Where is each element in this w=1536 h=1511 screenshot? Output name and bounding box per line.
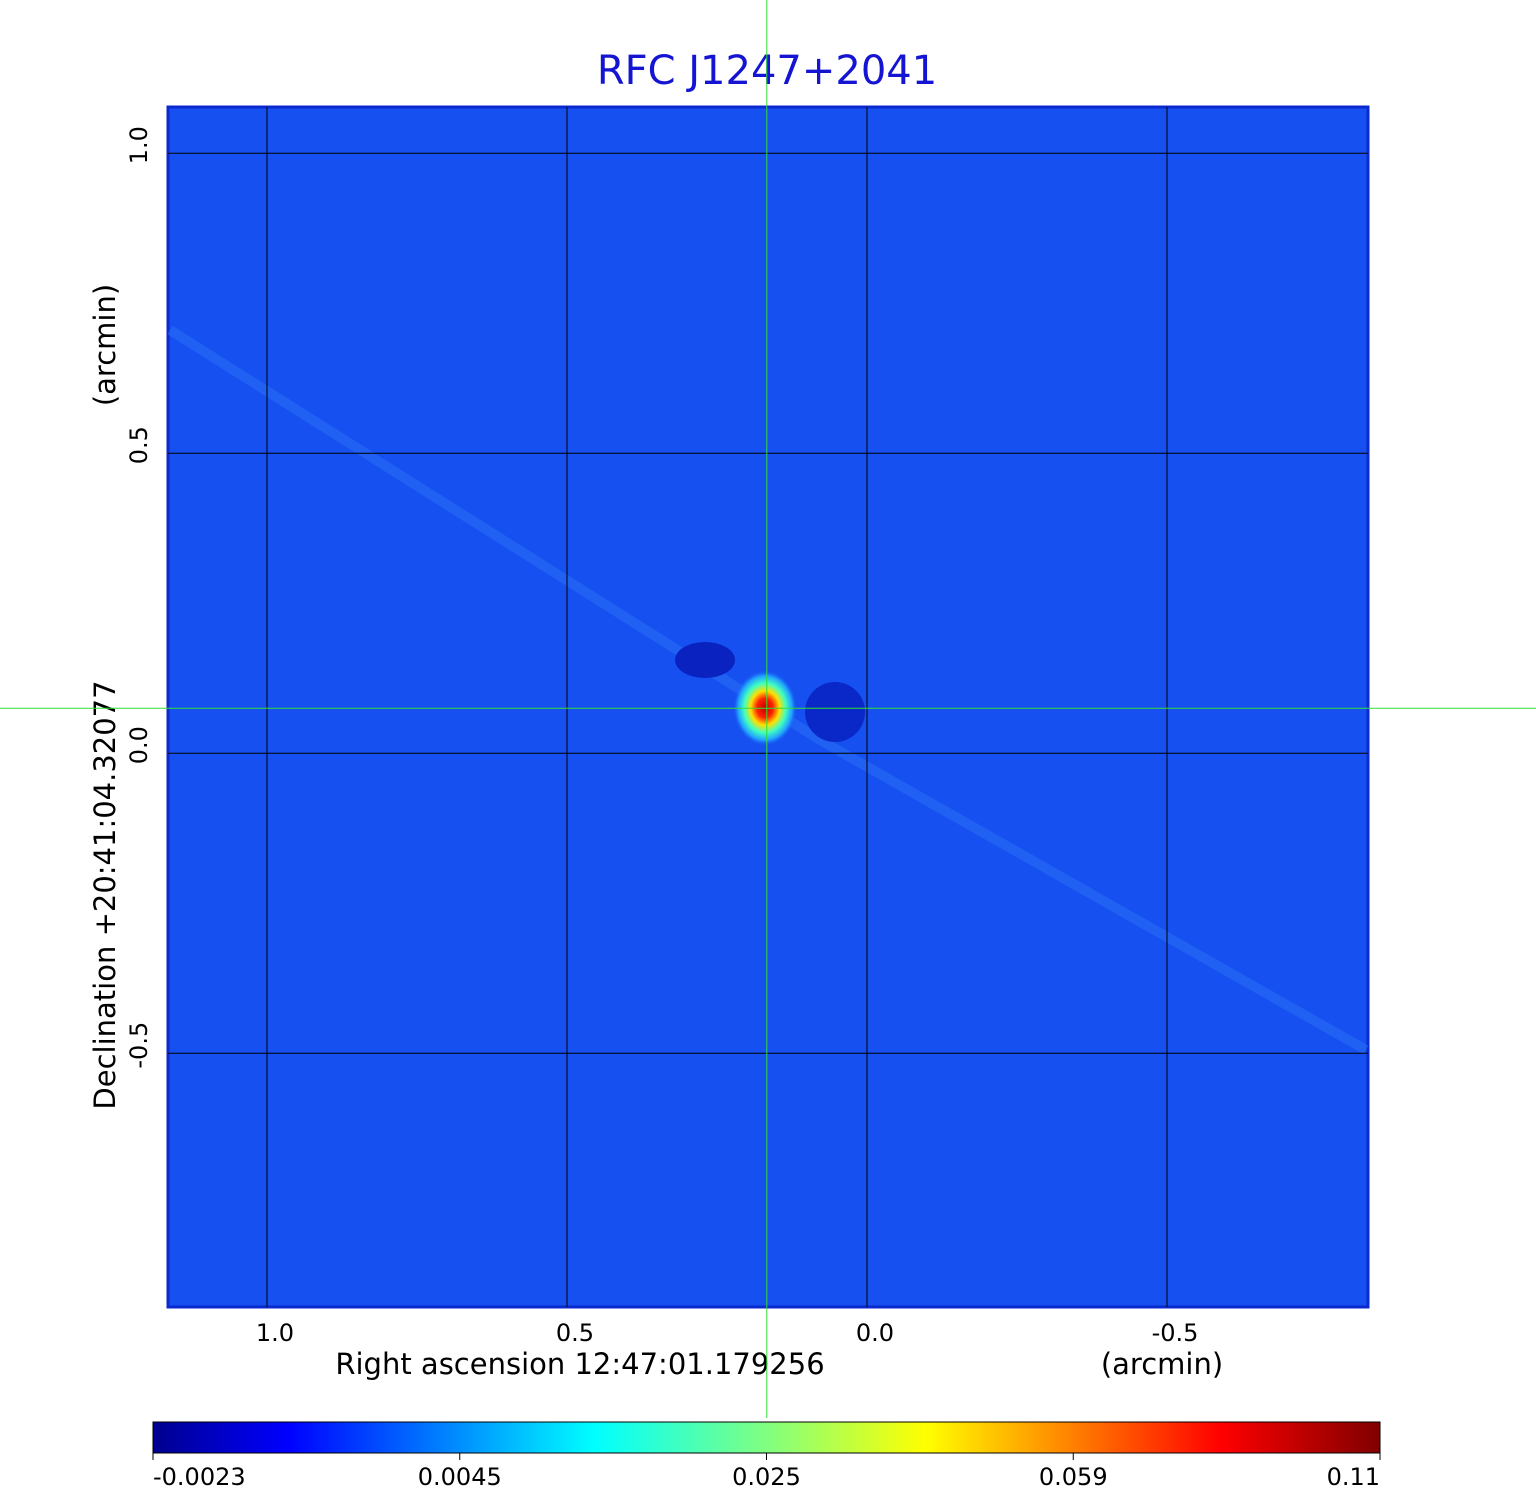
colorbar-tick-label: 0.0045 — [418, 1463, 502, 1491]
plot-area — [166, 105, 1370, 1309]
colorbar-tick-label: -0.0023 — [153, 1463, 246, 1491]
negative-lobe — [675, 642, 735, 678]
x-tick-label: 1.0 — [256, 1319, 294, 1347]
x-tick-label: -0.5 — [1152, 1319, 1199, 1347]
x-tick-label: 0.0 — [856, 1319, 894, 1347]
y-axis-label: Declination +20:41:04.32077 — [88, 680, 122, 1109]
y-axis-unit: (arcmin) — [88, 284, 122, 406]
colorbar-tick-label: 0.025 — [732, 1463, 801, 1491]
y-tick-label: 1.0 — [125, 126, 153, 164]
x-axis-unit: (arcmin) — [1101, 1347, 1223, 1381]
colorbar-tick-label: 0.059 — [1039, 1463, 1108, 1491]
y-tick-label: 0.0 — [125, 726, 153, 764]
negative-lobe — [805, 682, 865, 742]
sidelobe — [167, 325, 1369, 1055]
colorbar-tick-label: 0.11 — [1327, 1463, 1380, 1491]
y-tick-label: 0.5 — [125, 426, 153, 464]
colorbar — [152, 1421, 1381, 1454]
x-axis-label: Right ascension 12:47:01.179256 — [335, 1347, 824, 1381]
y-tick-label: -0.5 — [125, 1022, 153, 1069]
x-tick-label: 0.5 — [556, 1319, 594, 1347]
